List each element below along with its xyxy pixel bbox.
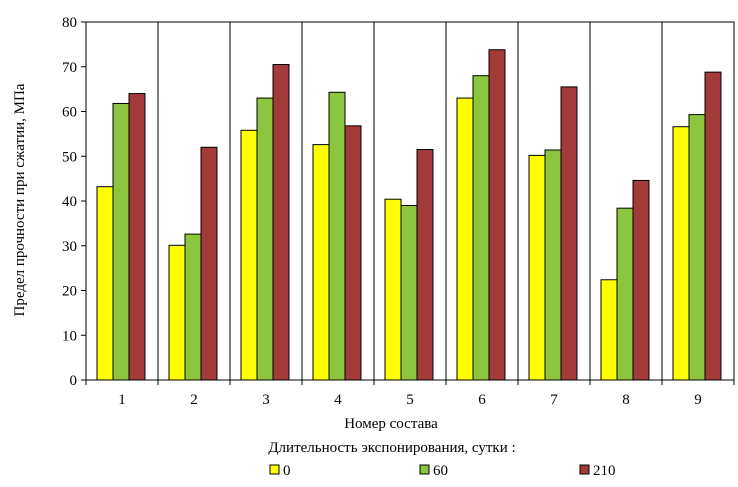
- bar: [544, 149, 562, 381]
- bar: [240, 129, 258, 381]
- bar: [96, 186, 114, 381]
- bar: [456, 97, 474, 381]
- bar: [312, 144, 330, 381]
- bar: [200, 146, 218, 381]
- bar: [616, 207, 634, 381]
- bar: [488, 49, 506, 381]
- x-tick-label: 2: [190, 392, 198, 408]
- x-tick-label: 6: [478, 392, 486, 408]
- x-tick-label: 9: [694, 392, 702, 408]
- bar: [344, 125, 362, 381]
- legend-label: 0: [283, 463, 291, 479]
- y-tick-label: 70: [62, 60, 77, 76]
- bar: [400, 204, 418, 381]
- bar: [600, 279, 618, 381]
- bar: [128, 93, 146, 381]
- bar: [632, 179, 650, 381]
- legend-swatch: [579, 464, 590, 475]
- bar: [256, 97, 274, 381]
- y-tick-label: 30: [62, 239, 77, 255]
- bar: [704, 71, 722, 381]
- x-axis-label: Номер состава: [344, 416, 438, 432]
- x-tick-label: 4: [334, 392, 342, 408]
- y-tick-label: 20: [62, 284, 77, 300]
- bar: [184, 233, 202, 381]
- y-tick-label: 60: [62, 105, 77, 121]
- y-tick-label: 50: [62, 149, 77, 165]
- bar: [672, 126, 690, 381]
- bar: [168, 244, 186, 381]
- x-tick-label: 3: [262, 392, 270, 408]
- y-tick-label: 0: [70, 373, 78, 389]
- bar: [272, 64, 290, 381]
- legend: 0 60 210: [269, 463, 616, 479]
- legend-title: Длительность экспонирования, сутки :: [268, 440, 515, 456]
- x-tick-label: 5: [406, 392, 414, 408]
- bar: [112, 102, 130, 381]
- y-tick-label: 40: [62, 194, 77, 210]
- y-tick-labels: 0 10 20 30 40 50 60 70 80: [62, 15, 86, 389]
- bar: [472, 75, 490, 381]
- bar: [328, 91, 346, 381]
- legend-swatch: [269, 464, 280, 475]
- x-tick-label: 7: [550, 392, 558, 408]
- legend-label: 210: [593, 463, 616, 479]
- legend-label: 60: [433, 463, 448, 479]
- bar: [384, 198, 402, 381]
- legend-swatch: [419, 464, 430, 475]
- y-tick-label: 10: [62, 328, 77, 344]
- x-tick-labels: 1 2 3 4 5 6 7 8 9: [85, 380, 735, 408]
- x-tick-label: 8: [622, 392, 630, 408]
- y-tick-label: 80: [62, 15, 77, 31]
- plot-area: [85, 21, 735, 381]
- bar: [688, 114, 706, 381]
- bar: [416, 149, 434, 381]
- bar: [528, 154, 546, 381]
- y-axis-label: Предел прочности при сжатии, МПа: [12, 83, 28, 316]
- x-tick-label: 1: [118, 392, 126, 408]
- bar: [560, 86, 578, 381]
